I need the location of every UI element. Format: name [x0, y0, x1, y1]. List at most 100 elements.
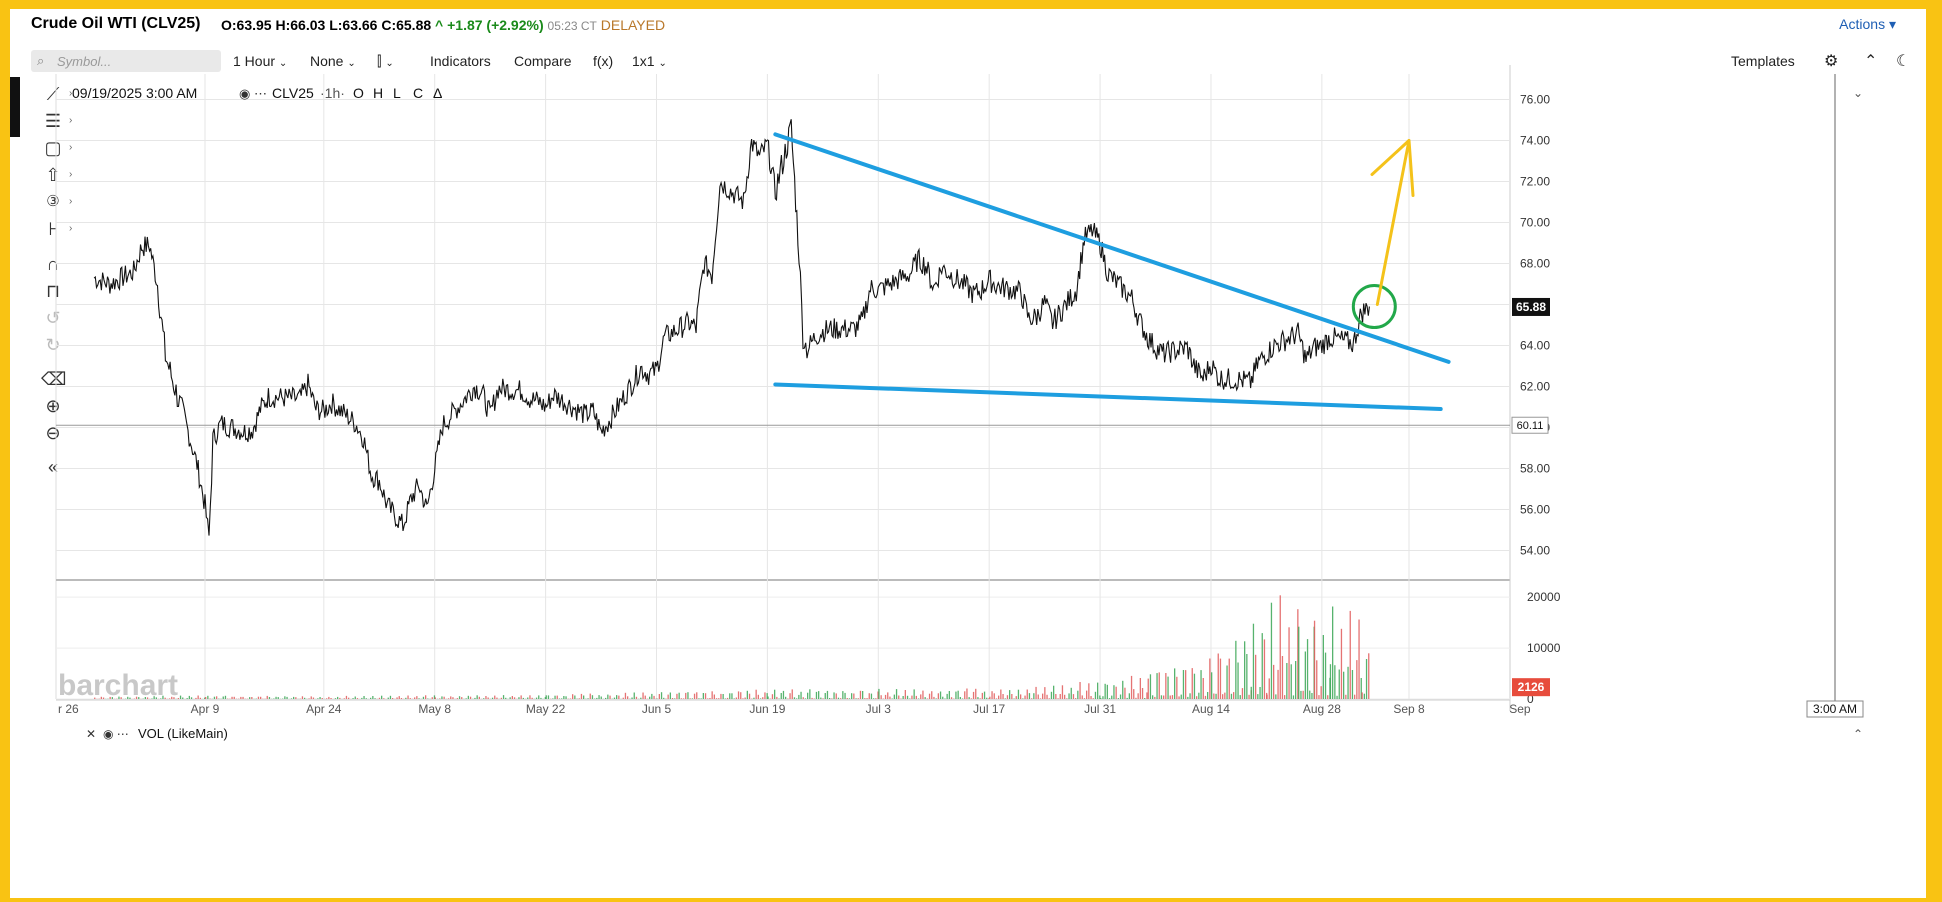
volume-bar: [842, 691, 844, 699]
volume-bar: [1281, 656, 1284, 699]
volume-bar: [330, 698, 332, 699]
volume-bar: [1092, 698, 1094, 699]
volume-bar: [959, 697, 961, 699]
volume-bar: [937, 693, 939, 699]
volume-bar: [644, 695, 646, 699]
volume-bar: [1066, 698, 1068, 699]
compare-button[interactable]: Compare: [514, 53, 572, 69]
volume-bar: [1217, 653, 1219, 699]
volume-bar: [209, 698, 211, 699]
volume-bar: [1246, 654, 1248, 699]
volume-bar: [1086, 690, 1088, 699]
volume-bar: [1057, 698, 1059, 699]
legend-date: 09/19/2025 3:00 AM: [72, 85, 197, 101]
trash-icon[interactable]: ⌫: [41, 369, 67, 389]
volume-bar: [319, 697, 321, 699]
pane-menu-chevron-icon[interactable]: ⌄: [1853, 86, 1863, 100]
interval-dropdown[interactable]: 1 Hour ⌄: [233, 53, 287, 69]
price-tick-label: 68.00: [1520, 257, 1550, 271]
volume-bar: [485, 696, 487, 699]
shape-tool-icon[interactable]: ▢: [44, 138, 62, 158]
volume-bar: [1244, 641, 1246, 699]
volume-bar: [1233, 692, 1235, 699]
symbol-search-input[interactable]: ⌕ Symbol...: [31, 50, 221, 72]
actions-menu[interactable]: Actions ▾: [1839, 16, 1896, 33]
volume-bar: [998, 695, 1000, 699]
fx-button[interactable]: f(x): [593, 53, 614, 69]
volume-bar: [569, 698, 572, 699]
chevron-right-icon: ›: [69, 169, 73, 180]
volume-bar: [1189, 693, 1191, 699]
volume-bar: [535, 697, 538, 699]
volume-bar: [1241, 688, 1244, 699]
moon-icon[interactable]: ☾: [1896, 53, 1911, 70]
volume-bar: [804, 698, 807, 699]
volume-bar: [387, 697, 389, 699]
chart-canvas[interactable]: 76.0074.0072.0070.0068.0066.0064.0062.00…: [10, 9, 1926, 898]
close-icon[interactable]: ✕: [86, 727, 96, 741]
legend-c: C: [413, 85, 423, 101]
arrow-tool-icon[interactable]: ⇧: [45, 165, 61, 185]
lower-trendline: [773, 382, 1443, 412]
eye-icon[interactable]: ◉ ⋯: [103, 727, 129, 741]
volume-bar: [726, 697, 729, 699]
pane-collapse-icon[interactable]: ⌃: [1853, 727, 1863, 741]
volume-bar: [853, 693, 855, 699]
volume-bar: [398, 696, 400, 699]
volume-bar: [1152, 695, 1154, 699]
volume-bar: [1334, 665, 1336, 699]
volume-bar: [1055, 694, 1057, 699]
target-arrow-shaft: [1375, 139, 1411, 306]
volume-bar: [312, 697, 315, 699]
eye-icon[interactable]: ◉ ⋯: [239, 86, 267, 101]
redo-icon[interactable]: ↻: [45, 335, 61, 355]
volume-bar: [487, 697, 489, 699]
fib-tool-icon[interactable]: ☰: [44, 111, 62, 131]
measure-tool-icon[interactable]: ⊦: [48, 219, 58, 239]
volume-bar: [633, 692, 635, 699]
volume-bar: [800, 691, 802, 699]
volume-bar: [1239, 695, 1241, 699]
legend-o: O: [353, 85, 364, 101]
volume-bar: [476, 695, 478, 699]
volume-bar: [1204, 695, 1207, 699]
volume-bar: [1090, 696, 1092, 699]
change-value: +1.87 (+2.92%): [447, 17, 544, 33]
volume-bar: [640, 697, 642, 699]
search-placeholder: Symbol...: [57, 54, 112, 69]
volume-bar: [724, 698, 726, 699]
volume-bar: [948, 691, 950, 699]
volume-bar: [1081, 695, 1083, 699]
volume-bar: [1077, 690, 1079, 699]
volume-bar: [818, 691, 820, 699]
zoom-in-icon[interactable]: ⊕: [45, 396, 61, 416]
collapse-up-icon[interactable]: ⌃: [1864, 53, 1878, 70]
volume-bar: [222, 696, 224, 699]
volume-bars: [94, 595, 1370, 699]
volume-bar: [989, 696, 991, 699]
volume-bar: [1198, 692, 1200, 699]
chevron-right-icon: ›: [69, 142, 73, 153]
chart-type-dropdown[interactable]: ⫿ ⌄: [377, 53, 394, 70]
indicators-button[interactable]: Indicators: [430, 53, 491, 69]
actions-label: Actions: [1839, 16, 1886, 32]
volume-bar: [840, 698, 842, 699]
gear-icon[interactable]: ⚙: [1824, 53, 1839, 70]
volume-bar: [909, 698, 911, 699]
time-tick-label: Jul 3: [866, 702, 892, 716]
volume-bar: [1133, 689, 1135, 699]
volume-bar: [742, 698, 744, 699]
volume-bar: [598, 695, 600, 699]
volume-bar: [1113, 685, 1115, 699]
unlock-icon[interactable]: ⊓: [45, 281, 61, 301]
volume-bar: [552, 698, 554, 699]
layout-dropdown[interactable]: 1x1 ⌄: [632, 53, 667, 69]
templates-button[interactable]: Templates: [1731, 53, 1795, 69]
chevron-right-icon: ›: [69, 196, 73, 207]
volume-bar: [1252, 623, 1255, 699]
aggregation-dropdown[interactable]: None ⌄: [310, 53, 356, 69]
undo-icon[interactable]: ↺: [45, 308, 61, 328]
volume-bar: [1064, 694, 1066, 699]
volume-bar: [151, 698, 153, 699]
collapse-left-icon[interactable]: «: [47, 457, 58, 477]
